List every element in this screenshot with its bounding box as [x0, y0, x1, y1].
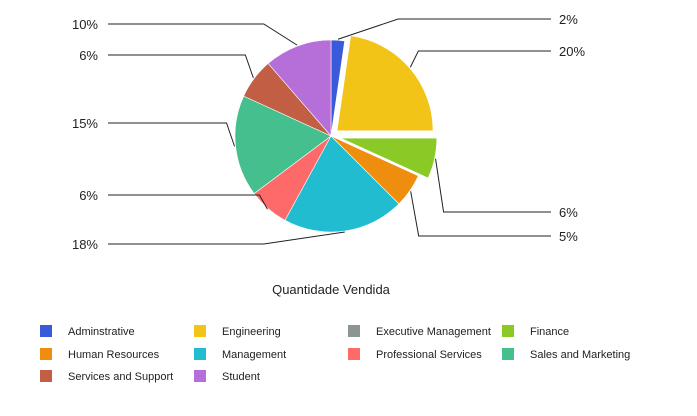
- legend-item-adminstrative: Adminstrative: [40, 325, 135, 338]
- slice-management: [284, 135, 400, 233]
- legend-swatch-services-and-support: [40, 370, 52, 382]
- legend-item-services-and-support: Services and Support: [40, 370, 173, 383]
- leader-line-professional-services: [108, 194, 268, 210]
- legend-item-finance: Finance: [502, 325, 569, 338]
- slice-label-engineering: 20%: [559, 44, 585, 59]
- legend-label-human-resources: Human Resources: [68, 349, 160, 361]
- slice-label-human-resources: 5%: [559, 229, 578, 244]
- leader-lines: [108, 18, 551, 245]
- legend-label-services-and-support: Services and Support: [68, 371, 173, 383]
- slice-labels: 2% 20% 6% 5% 18% 6% 15% 6% 10%: [72, 12, 585, 252]
- legend-label-student: Student: [222, 371, 260, 383]
- slice-label-services-and-support: 6%: [79, 48, 98, 63]
- leader-line-services-and-support: [108, 54, 254, 79]
- legend-item-student: Student: [194, 370, 260, 383]
- slice-label-sales-and-marketing: 15%: [72, 116, 98, 131]
- x-axis-label: Quantidade Vendida: [272, 282, 391, 297]
- legend-swatch-professional-services: [348, 348, 360, 360]
- legend-item-engineering: Engineering: [194, 325, 281, 338]
- legend-label-management: Management: [222, 349, 286, 361]
- slice-student: [267, 39, 332, 137]
- legend-swatch-human-resources: [40, 348, 52, 360]
- slice-label-professional-services: 6%: [79, 188, 98, 203]
- legend-label-finance: Finance: [530, 326, 569, 338]
- legend-item-human-resources: Human Resources: [40, 348, 160, 361]
- leader-line-student: [108, 23, 298, 46]
- legend-item-management: Management: [194, 348, 286, 361]
- slice-label-management: 18%: [72, 237, 98, 252]
- legend-swatch-sales-and-marketing: [502, 348, 514, 360]
- legend-swatch-engineering: [194, 325, 206, 337]
- legend-item-professional-services: Professional Services: [348, 348, 482, 361]
- slice-engineering: [336, 35, 434, 132]
- leader-line-engineering: [409, 50, 551, 68]
- legend-swatch-management: [194, 348, 206, 360]
- legend-item-sales-and-marketing: Sales and Marketing: [502, 348, 630, 361]
- leader-line-management: [108, 231, 345, 245]
- legend: Adminstrative Engineering Executive Manage…: [40, 325, 630, 383]
- leader-line-human-resources: [410, 191, 551, 237]
- slices-layer: [234, 35, 438, 233]
- legend-label-professional-services: Professional Services: [376, 349, 482, 361]
- legend-label-adminstrative: Adminstrative: [68, 326, 135, 338]
- legend-swatch-finance: [502, 325, 514, 337]
- slice-sales-and-marketing: [234, 95, 332, 194]
- leader-line-finance: [435, 158, 551, 213]
- legend-label-executive-management: Executive Management: [376, 326, 491, 338]
- legend-label-engineering: Engineering: [222, 326, 281, 338]
- legend-swatch-student: [194, 370, 206, 382]
- legend-swatch-adminstrative: [40, 325, 52, 337]
- legend-swatch-executive-management: [348, 325, 360, 337]
- legend-item-executive-management: Executive Management: [348, 325, 491, 338]
- slice-finance: [340, 137, 438, 179]
- slice-label-adminstrative: 2%: [559, 12, 578, 27]
- leader-line-adminstrative: [337, 18, 551, 40]
- legend-label-sales-and-marketing: Sales and Marketing: [530, 349, 630, 361]
- slice-label-finance: 6%: [559, 205, 578, 220]
- leader-line-sales-and-marketing: [108, 122, 236, 147]
- slice-label-student: 10%: [72, 17, 98, 32]
